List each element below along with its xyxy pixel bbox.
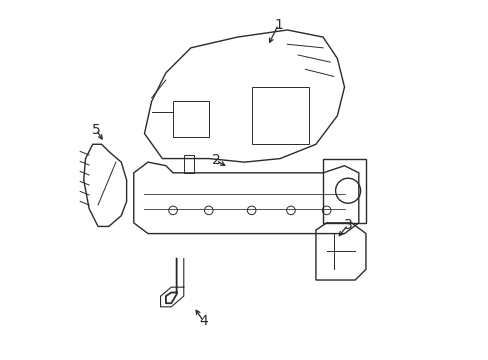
Text: 5: 5 [92,123,101,137]
Text: 2: 2 [211,153,220,167]
Text: 1: 1 [273,18,282,32]
Text: 4: 4 [199,314,207,328]
Text: 3: 3 [343,218,352,231]
